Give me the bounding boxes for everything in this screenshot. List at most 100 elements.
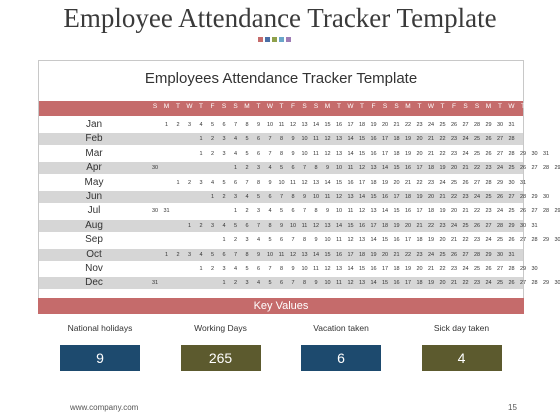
day-number: 14 <box>358 194 366 200</box>
day-number: 13 <box>301 122 308 128</box>
day-number: 8 <box>256 179 261 186</box>
day-number: 31 <box>163 208 170 215</box>
day-number: 24 <box>496 208 504 215</box>
month-row: Jul 30 31 1 2 3 4 5 6 7 8 9 10 11 12 13 14 15 16 17 18 19 20 21… <box>39 205 560 217</box>
day-number: 9 <box>279 222 284 229</box>
weekday-label: S <box>313 103 319 110</box>
weekday-label: T <box>440 103 445 110</box>
day-number: 22 <box>473 208 481 215</box>
month-name: Mar <box>85 147 103 159</box>
day-number: 22 <box>462 237 469 244</box>
day-number: 29 <box>508 222 515 229</box>
month-row: May 1 2 3 4 5 6 7 8 9 10 11 12 13 14 15 16 17 18 19 20 21 22 23… <box>39 177 527 189</box>
day-number: 18 <box>427 208 435 215</box>
day-number: 17 <box>404 237 412 244</box>
day-number: 17 <box>381 266 389 272</box>
day-number: 4 <box>199 251 203 258</box>
day-number: 4 <box>222 222 226 229</box>
day-number: 3 <box>256 165 261 172</box>
month-row: Jun 1 2 3 4 5 6 7 8 9 10 11 12 13 14 15 16 17 18 19 20 21 22 23… <box>39 191 549 203</box>
day-number: 14 <box>312 122 320 128</box>
day-number: 14 <box>381 165 389 172</box>
day-number: 26 <box>508 280 515 287</box>
day-number: 23 <box>473 280 481 287</box>
day-number: 6 <box>222 251 226 258</box>
day-number: 22 <box>462 280 469 287</box>
weekday-label: T <box>498 103 502 110</box>
title-decoration <box>258 37 291 42</box>
day-number: 9 <box>291 266 295 272</box>
day-number: 1 <box>176 179 180 186</box>
day-number: 25 <box>508 165 515 172</box>
day-number: 18 <box>416 237 423 244</box>
day-number: 6 <box>291 165 295 172</box>
day-number: 4 <box>256 237 261 244</box>
day-number: 30 <box>542 194 550 200</box>
day-number: 6 <box>233 179 238 186</box>
day-number: 25 <box>496 237 504 244</box>
day-number: 17 <box>347 122 354 128</box>
day-number: 13 <box>347 194 354 200</box>
day-number: 14 <box>370 237 377 244</box>
weekday-label: W <box>508 103 515 110</box>
day-number: 26 <box>473 222 481 229</box>
day-number: 31 <box>531 222 538 229</box>
day-number: 25 <box>508 208 515 215</box>
day-number: 15 <box>347 222 354 229</box>
day-number: 26 <box>450 122 458 128</box>
weekday-label: T <box>279 103 284 110</box>
weekday-label: M <box>244 103 250 110</box>
day-number: 12 <box>347 237 354 244</box>
stat-label: Vacation taken <box>313 323 369 333</box>
month-name: Sep <box>85 234 103 246</box>
decor-square <box>286 37 291 42</box>
day-number: 5 <box>279 208 284 215</box>
day-number: 4 <box>256 280 261 287</box>
month-row: Oct 1 2 3 4 5 6 7 8 9 10 11 12 13 14 15 16 17 18 19 20 21 22 23… <box>39 248 523 261</box>
day-number: 14 <box>324 179 331 186</box>
weekday-label: S <box>463 103 468 110</box>
day-number: 20 <box>427 194 435 200</box>
day-number: 5 <box>268 280 272 287</box>
day-number: 31 <box>508 122 515 128</box>
day-number: 2 <box>222 194 226 200</box>
day-number: 7 <box>256 222 261 229</box>
day-number: 28 <box>485 179 492 186</box>
day-number: 5 <box>245 266 249 272</box>
day-number: 21 <box>462 165 469 172</box>
weekday-label: W <box>427 103 435 110</box>
day-number: 7 <box>291 237 295 244</box>
day-number: 5 <box>233 222 238 229</box>
day-number: 29 <box>531 194 538 200</box>
day-number: 18 <box>404 194 412 200</box>
day-number: 11 <box>347 208 354 215</box>
day-number: 15 <box>358 266 366 272</box>
weekday-label: S <box>302 103 307 110</box>
day-number: 28 <box>531 237 538 244</box>
day-number: 31 <box>542 150 550 157</box>
day-number: 15 <box>381 237 389 244</box>
day-number: 8 <box>291 194 295 200</box>
weekday-label: F <box>210 103 215 110</box>
day-number: 7 <box>302 165 307 172</box>
day-number: 7 <box>279 194 284 200</box>
day-number: 6 <box>245 222 249 229</box>
stat-label: Working Days <box>194 323 247 333</box>
day-number: 1 <box>233 165 238 172</box>
day-number: 6 <box>222 122 226 128</box>
day-number: 16 <box>335 122 343 128</box>
day-number: 29 <box>496 179 504 186</box>
day-number: 22 <box>439 150 446 157</box>
day-number: 25 <box>462 222 469 229</box>
day-number: 9 <box>302 194 307 200</box>
day-number: 16 <box>370 150 377 157</box>
day-number: 24 <box>450 222 458 229</box>
stat-value-box: 6 <box>301 345 381 371</box>
month-row: Jan 1 2 3 4 5 6 7 8 9 10 11 12 13 14 15 16 17 18 19 20 21 22 23… <box>39 119 523 131</box>
day-number: 29 <box>485 251 492 258</box>
day-number: 20 <box>439 237 446 244</box>
day-number: 9 <box>325 208 330 215</box>
day-number: 2 <box>199 222 203 229</box>
day-number: 26 <box>496 194 504 200</box>
